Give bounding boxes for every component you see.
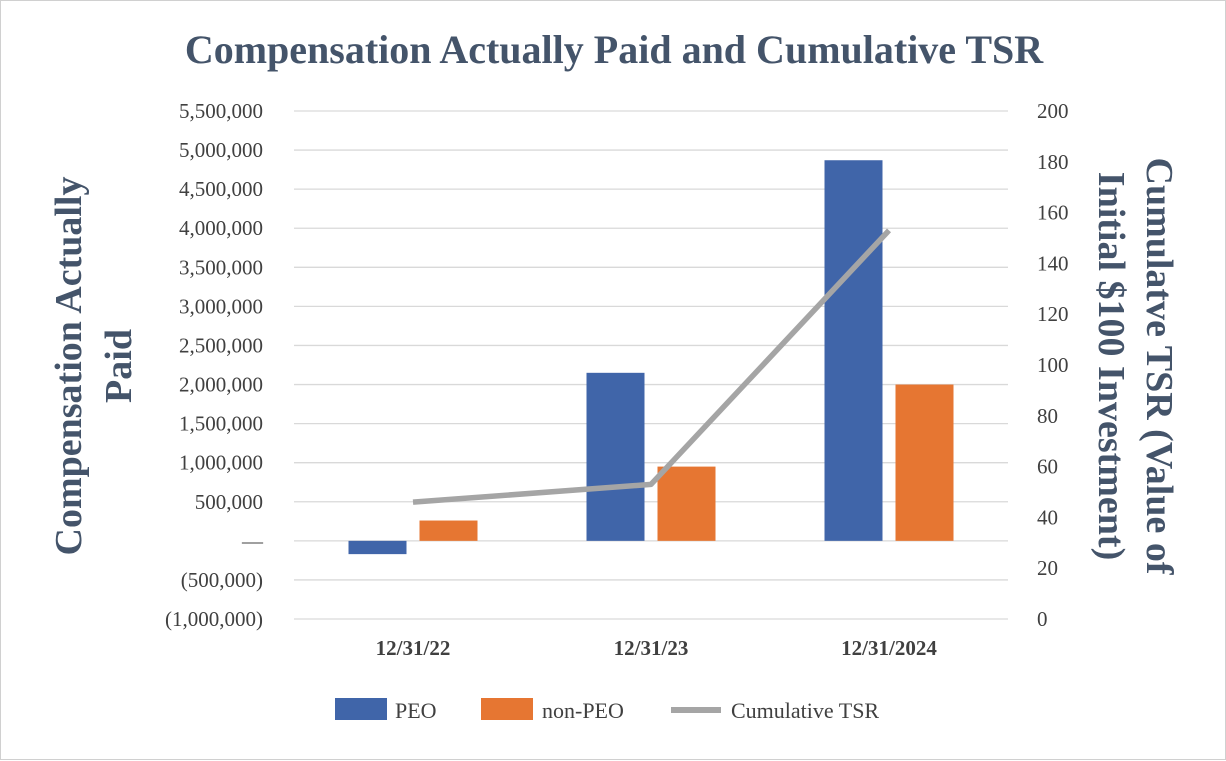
left-axis-ticks: 5,500,000 5,000,000 4,500,000 4,000,000 3,50…	[165, 99, 264, 631]
left-axis-title-line-2: Paid	[98, 329, 140, 403]
right-tick-label: 20	[1037, 556, 1058, 580]
legend-label-peo: PEO	[395, 698, 437, 723]
right-axis-title-line-1: Cumulatve TSR (Value of	[1138, 158, 1180, 576]
right-axis-ticks: 0 20 40 60 80 100 120 140 160 180 200	[1037, 99, 1069, 631]
left-tick-label: 1,000,000	[179, 451, 263, 475]
category-label: 12/31/22	[376, 636, 451, 660]
right-tick-label: 60	[1037, 455, 1058, 479]
right-tick-label: 160	[1037, 201, 1069, 225]
bar-peo-0	[348, 540, 407, 555]
legend: PEO non-PEO Cumulative TSR	[335, 698, 879, 723]
tsr-line-group	[412, 228, 892, 505]
right-tick-label: 120	[1037, 302, 1069, 326]
tsr-line	[412, 228, 892, 505]
left-tick-label: 2,500,000	[179, 333, 263, 357]
bar-peo-2	[824, 160, 883, 541]
left-tick-label: 4,000,000	[179, 216, 263, 240]
legend-label-non-peo: non-PEO	[542, 698, 624, 723]
bars-group	[348, 160, 954, 555]
left-axis-title-line-1: Compensation Actually	[48, 177, 90, 556]
left-tick-label: (500,000)	[181, 568, 263, 592]
bar-non-peo-2	[895, 384, 954, 541]
bar-peo-1	[586, 372, 645, 541]
left-tick-label: 5,500,000	[179, 99, 263, 123]
right-tick-label: 140	[1037, 251, 1069, 275]
legend-swatch-peo	[335, 698, 387, 720]
left-tick-label: (1,000,000)	[165, 607, 263, 631]
right-tick-label: 180	[1037, 150, 1069, 174]
left-tick-label: —	[241, 529, 264, 553]
right-tick-label: 0	[1037, 607, 1048, 631]
bar-non-peo-0	[419, 520, 478, 541]
left-tick-label: 3,000,000	[179, 294, 263, 318]
bar-non-peo-1	[657, 466, 716, 541]
category-axis-labels: 12/31/22 12/31/23 12/31/2024	[376, 636, 938, 660]
right-tick-label: 40	[1037, 505, 1058, 529]
left-tick-label: 5,000,000	[179, 138, 263, 162]
chart-title: Compensation Actually Paid and Cumulativ…	[185, 27, 1044, 72]
category-label: 12/31/23	[614, 636, 689, 660]
legend-swatch-non-peo	[481, 698, 533, 720]
right-tick-label: 100	[1037, 353, 1069, 377]
category-label: 12/31/2024	[841, 636, 937, 660]
right-axis-title-line-2: Initial $100 Investment)	[1090, 172, 1132, 560]
left-tick-label: 3,500,000	[179, 255, 263, 279]
legend-label-cumulative-tsr: Cumulative TSR	[731, 698, 879, 723]
right-tick-label: 80	[1037, 404, 1058, 428]
right-tick-label: 200	[1037, 99, 1069, 123]
left-tick-label: 1,500,000	[179, 412, 263, 436]
left-tick-label: 2,000,000	[179, 373, 263, 397]
left-tick-label: 4,500,000	[179, 177, 263, 201]
left-tick-label: 500,000	[195, 490, 263, 514]
